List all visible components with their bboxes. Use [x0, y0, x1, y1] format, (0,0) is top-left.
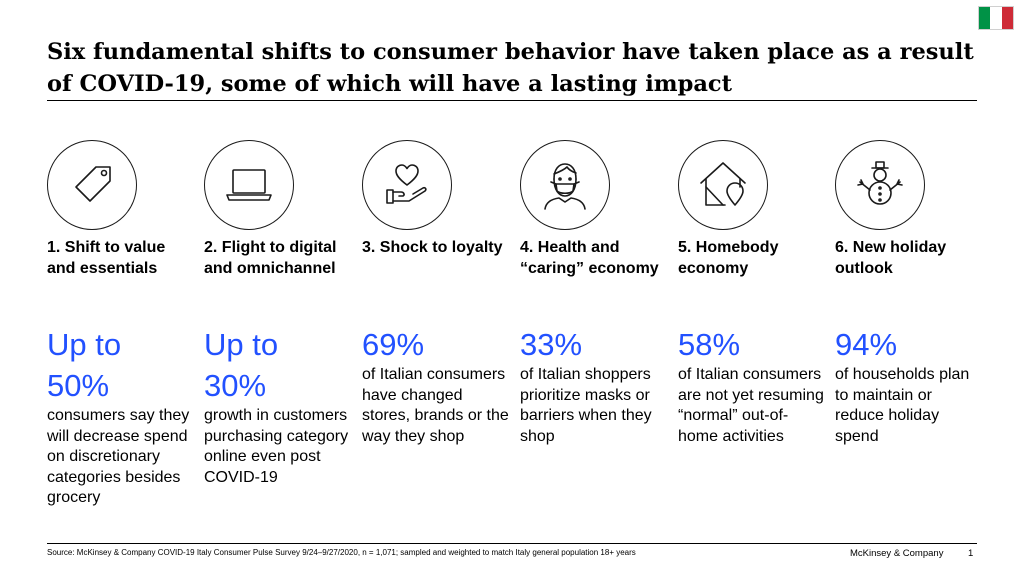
shift-stat-block: 58% of Italian consumers are not yet res… — [678, 324, 828, 447]
flag-stripe-red — [1001, 7, 1013, 29]
shift-heading: 6. New holiday outlook — [835, 239, 947, 277]
footer-divider — [47, 543, 977, 544]
shift-heading: 2. Flight to digital and omnichannel — [204, 239, 337, 277]
shift-stat-value: Up to 30% — [204, 327, 279, 403]
brand-name: McKinsey & Company — [850, 548, 944, 559]
heart-in-hand-icon — [362, 140, 452, 230]
shift-heading: 5. Homebody economy — [678, 239, 779, 277]
house-location-icon — [678, 140, 768, 230]
shift-stat-value: 33% — [520, 327, 583, 362]
shift-stat-description: of Italian consumers have changed stores… — [362, 366, 509, 445]
shift-stat-description: of Italian consumers are not yet resumin… — [678, 366, 824, 445]
page-number: 1 — [968, 548, 974, 559]
shift-heading: 4. Health and “caring” economy — [520, 239, 659, 277]
source-note: Source: McKinsey & Company COVID-19 Ital… — [47, 548, 636, 557]
shift-stat-value: 94% — [835, 327, 898, 362]
shift-stat-block: Up to 30% growth in customers purchasing… — [204, 324, 354, 488]
page-title: Six fundamental shifts to consumer behav… — [47, 39, 974, 97]
italy-flag-icon — [978, 6, 1014, 30]
shift-column-1: 1. Shift to value and essentials Up to 5… — [47, 140, 197, 506]
laptop-icon — [204, 140, 294, 230]
shift-stat-block: 94% of households plan to maintain or re… — [835, 324, 985, 447]
shift-stat-block: Up to 50% consumers say they will decrea… — [47, 324, 197, 509]
shift-stat-description: consumers say they will decrease spend o… — [47, 407, 190, 506]
shift-stat-value: Up to 50% — [47, 327, 122, 403]
shift-stat-value: 69% — [362, 327, 425, 362]
flag-stripe-green — [979, 7, 991, 29]
shift-column-3: 3. Shock to loyalty 69% of Italian consu… — [362, 140, 512, 445]
snowman-icon — [835, 140, 925, 230]
shift-column-5: 5. Homebody economy 58% of Italian consu… — [678, 140, 828, 445]
shift-stat-description: of Italian shoppers prioritize masks or … — [520, 366, 652, 445]
price-tag-icon — [47, 140, 137, 230]
shift-stat-description: of households plan to maintain or reduce… — [835, 366, 970, 445]
masked-person-icon — [520, 140, 610, 230]
shift-stat-description: growth in customers purchasing category … — [204, 407, 349, 486]
shift-column-4: 4. Health and “caring” economy 33% of It… — [520, 140, 670, 445]
shift-stat-block: 33% of Italian shoppers prioritize masks… — [520, 324, 670, 447]
shift-column-2: 2. Flight to digital and omnichannel Up … — [204, 140, 354, 486]
flag-stripe-white — [990, 7, 1002, 29]
title-divider — [47, 100, 977, 101]
shift-stat-value: 58% — [678, 327, 741, 362]
shift-heading: 3. Shock to loyalty — [362, 239, 503, 256]
shift-heading: 1. Shift to value and essentials — [47, 239, 166, 277]
shift-stat-block: 69% of Italian consumers have changed st… — [362, 324, 512, 447]
shift-column-6: 6. New holiday outlook 94% of households… — [835, 140, 985, 445]
